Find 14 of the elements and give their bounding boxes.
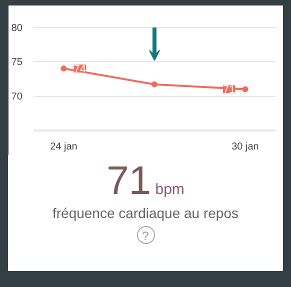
point (152, 81, 158, 88)
data-label: 71 (223, 84, 236, 96)
text: bpm (154, 181, 184, 198)
text: fréquence cardiaque au repos (51, 204, 240, 223)
y-tick-label: 70 (11, 92, 23, 103)
point (242, 86, 248, 92)
data-label: 74 (74, 64, 86, 76)
x-tick-label: 24 jan (50, 142, 78, 152)
text: ? (136, 226, 154, 244)
point (60, 66, 67, 72)
x-tick-label: 30 jan (232, 142, 259, 152)
y-tick-label: 80 (11, 22, 23, 34)
text: 71 (106, 159, 152, 203)
y-tick-label: 75 (11, 57, 23, 68)
